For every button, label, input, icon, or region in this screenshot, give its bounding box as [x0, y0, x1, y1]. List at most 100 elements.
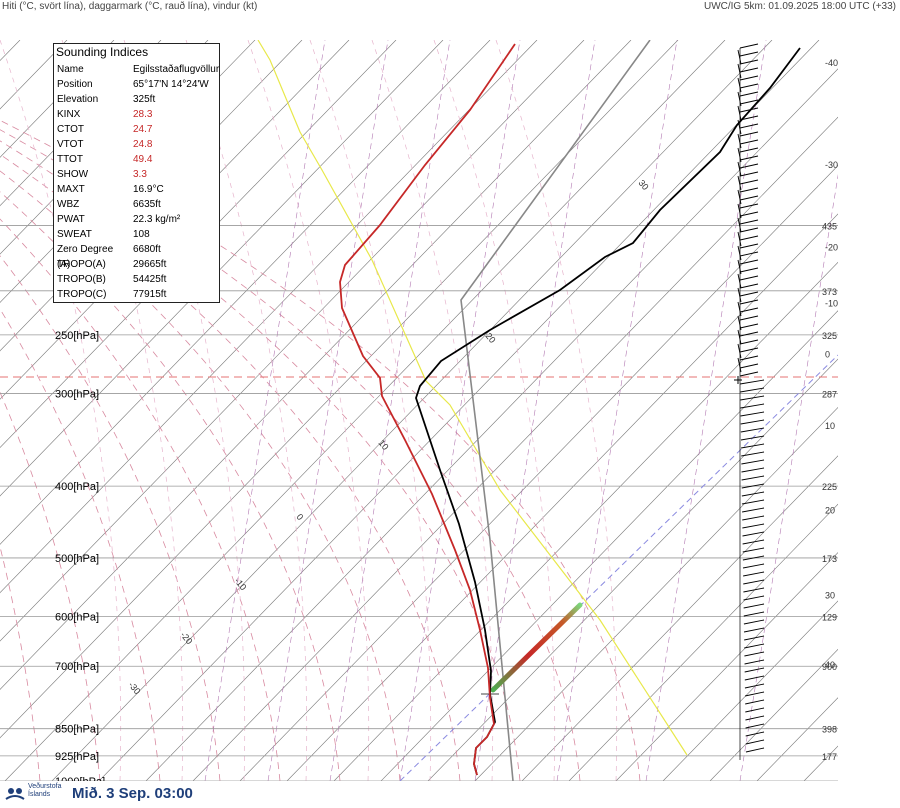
wind-barb-shaft — [737, 133, 742, 149]
adiabat-label: 30 — [636, 178, 650, 192]
wind-barb — [741, 491, 765, 497]
wind-barb — [739, 331, 759, 337]
indices-value: 65°17'N 14°24'W — [133, 79, 209, 90]
wind-barb — [739, 227, 759, 233]
wind-barb — [739, 163, 759, 169]
dry-adiabat — [0, 218, 281, 781]
wind-barb — [742, 547, 765, 553]
indices-label: TROPO(B) — [57, 274, 106, 285]
dewpoint-line — [339, 43, 516, 776]
dry-parcel-path — [460, 40, 651, 781]
moist-adiabat — [495, 40, 618, 781]
logo-text: Veðurstofa Íslands — [28, 783, 61, 799]
wind-barb — [744, 643, 765, 649]
wind-barb — [742, 539, 765, 545]
wind-barb — [739, 171, 759, 177]
wind-barb — [739, 379, 765, 385]
wind-barb — [739, 219, 759, 225]
isotherm-line — [0, 40, 679, 739]
altitude-label: 287 — [822, 390, 837, 400]
wind-barb-shaft — [737, 63, 742, 79]
right-scale-label: 0 — [825, 350, 830, 360]
indices-value: 49.4 — [133, 154, 153, 165]
isotherm-line — [239, 165, 838, 781]
wind-barb — [739, 363, 759, 369]
isotherm-line — [662, 600, 838, 781]
vedurstofa-logo-icon — [5, 788, 25, 800]
altitude-label: 900 — [822, 662, 837, 672]
pressure-label: 300[hPa] — [55, 389, 99, 401]
indices-label: MAXT — [57, 184, 85, 195]
wind-barb-shaft — [737, 245, 742, 261]
indices-value: 54425ft — [133, 274, 167, 285]
isotherm-line — [709, 648, 838, 781]
mixing-ratio-line — [556, 40, 678, 781]
wind-barb — [745, 747, 765, 753]
sounding-profile — [257, 40, 838, 781]
altitude-label: 373 — [822, 287, 837, 297]
logo-line-1: Veðurstofa — [28, 783, 62, 790]
wind-barb — [741, 475, 765, 481]
wind-barb-shaft — [737, 161, 742, 177]
wind-barb — [739, 243, 759, 249]
pressure-label: 1000[hPa] — [55, 776, 105, 781]
dry-adiabat — [0, 129, 581, 781]
altitude-label: 398 — [822, 725, 837, 735]
pressure-label: 400[hPa] — [55, 481, 99, 493]
wind-barb — [742, 531, 765, 537]
indices-value: 325ft — [133, 94, 156, 105]
wind-barb — [739, 43, 759, 49]
wind-barb-shaft — [737, 119, 742, 135]
sounding-indices-panel: Sounding Indices Name Egilsstaðaflugvöllu… — [53, 43, 220, 303]
indices-label: PWAT — [57, 214, 85, 225]
pressure-label: 500[hPa] — [55, 553, 99, 565]
wind-barb — [745, 739, 765, 745]
indices-value: 24.8 — [133, 139, 153, 150]
wind-barb — [739, 267, 759, 273]
adiabat-label: 10 — [376, 438, 390, 452]
wind-barb-shaft — [737, 259, 742, 275]
wind-barb-shaft — [737, 147, 742, 163]
adiabat-label: 0 — [294, 512, 305, 522]
wind-barb-shaft — [737, 357, 742, 373]
indices-title: Sounding Indices — [56, 45, 149, 59]
wind-barb-shaft — [737, 175, 742, 191]
isotherm-line — [0, 40, 585, 642]
isotherm-line — [427, 358, 838, 781]
right-scale-label: 30 — [825, 590, 835, 600]
adiabat-label: 20 — [483, 331, 497, 345]
wind-barb — [742, 563, 765, 569]
wind-barb — [744, 635, 765, 641]
wind-barb-shaft — [737, 189, 742, 205]
dry-adiabat — [0, 191, 341, 781]
wind-barb — [739, 307, 759, 313]
moist-adiabat — [247, 40, 370, 781]
right-scale-label: 40 — [825, 660, 835, 670]
wind-barb — [739, 187, 759, 193]
wind-barb — [739, 91, 759, 97]
wind-barb — [739, 155, 759, 161]
wind-barb — [739, 147, 759, 153]
wind-barb — [743, 595, 765, 601]
indices-value: 24.7 — [133, 124, 153, 135]
wind-barb — [742, 555, 765, 561]
indices-value: 6635ft — [133, 199, 161, 210]
wind-barb — [745, 715, 765, 721]
indices-value: 3.3 — [133, 169, 147, 180]
altitude-label: 173 — [822, 554, 837, 564]
logo-line-2: Íslands — [28, 791, 51, 798]
dry-adiabat — [0, 170, 401, 781]
indices-label: Elevation — [57, 94, 99, 105]
dry-adiabat — [0, 119, 641, 781]
wind-barb-shaft — [737, 287, 742, 303]
wind-barb — [739, 371, 759, 377]
wind-barb-shaft — [737, 105, 742, 121]
adiabat-label: -10 — [232, 576, 248, 592]
indices-label: KINX — [57, 109, 81, 120]
wind-barb — [743, 587, 765, 593]
mixing-ratio-line — [399, 40, 521, 781]
wind-barb — [740, 395, 765, 401]
wind-barb — [739, 59, 759, 65]
indices-label: Zero Degree (A) — [57, 244, 114, 270]
dry-adiabat — [0, 153, 461, 781]
